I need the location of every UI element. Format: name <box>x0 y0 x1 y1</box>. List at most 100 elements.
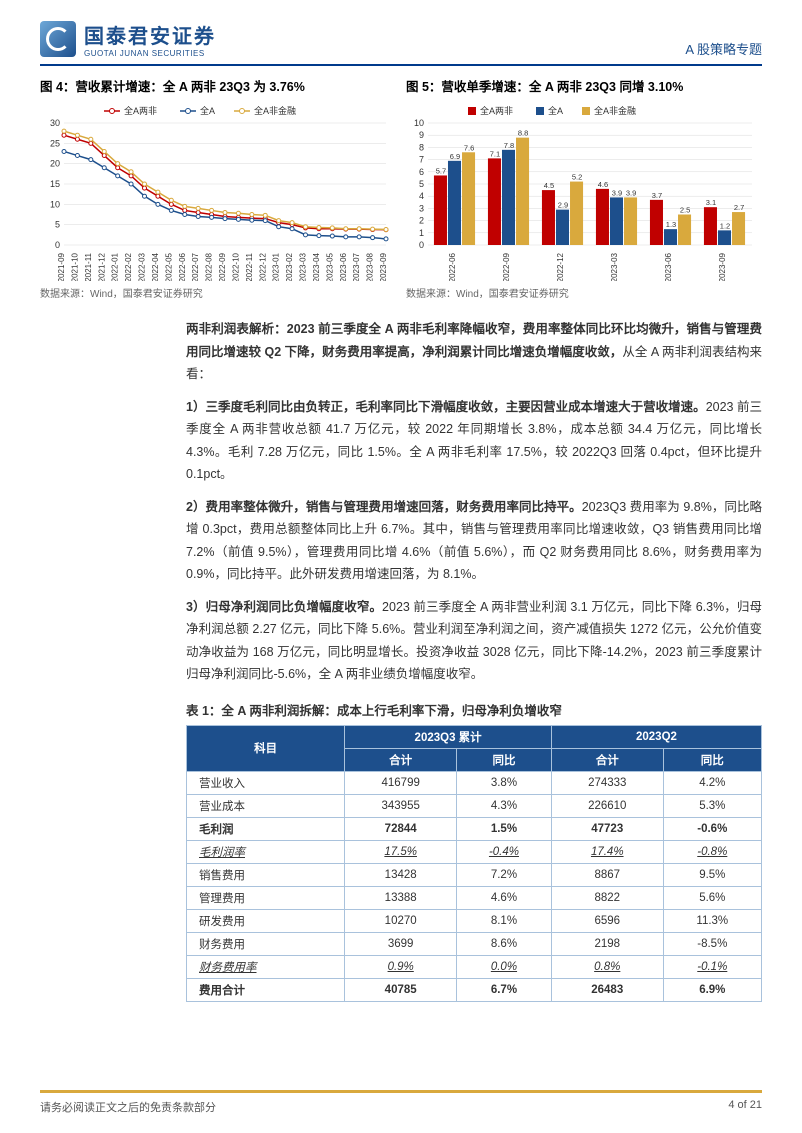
p2-bold: 1）三季度毛利同比由负转正，毛利率同比下滑幅度收敛，主要因营业成本增速大于营收增… <box>186 400 706 414</box>
table-row: 营业收入4167993.8%2743334.2% <box>187 771 762 794</box>
table-row: 财务费用率0.9%0.0%0.8%-0.1% <box>187 955 762 978</box>
table-title: 表 1：全 A 两非利润拆解：成本上行毛利率下滑，归母净利负增收窄 <box>186 700 762 719</box>
svg-text:全A: 全A <box>200 105 215 116</box>
table-cell: 26483 <box>551 978 663 1001</box>
svg-text:2022-09: 2022-09 <box>502 252 511 281</box>
svg-text:6.9: 6.9 <box>450 152 460 161</box>
table-cell: 11.3% <box>663 909 761 932</box>
table-cell: 4.2% <box>663 771 761 794</box>
svg-text:2023-01: 2023-01 <box>272 252 281 281</box>
svg-text:3: 3 <box>419 203 424 213</box>
logo-cn: 国泰君安证券 <box>84 20 216 49</box>
svg-text:4.6: 4.6 <box>598 180 608 189</box>
svg-text:2022-12: 2022-12 <box>556 252 565 281</box>
svg-text:3.1: 3.1 <box>706 198 716 207</box>
table-row: 管理费用133884.6%88225.6% <box>187 886 762 909</box>
table-cell: 7.2% <box>457 863 552 886</box>
table-cell: 毛利润率 <box>187 840 345 863</box>
svg-text:2023-02: 2023-02 <box>285 252 294 281</box>
svg-text:2.9: 2.9 <box>558 201 568 210</box>
table-cell: 管理费用 <box>187 886 345 909</box>
table-head: 科目 2023Q3 累计 2023Q2 合计 同比 合计 同比 <box>187 725 762 771</box>
chart4-canvas: 0510152025302021-092021-102021-112021-12… <box>40 101 396 281</box>
svg-text:全A两非: 全A两非 <box>124 105 157 116</box>
table-cell: 6.7% <box>457 978 552 1001</box>
svg-text:2023-03: 2023-03 <box>610 252 619 281</box>
svg-text:2022-06: 2022-06 <box>178 252 187 281</box>
logo-icon <box>40 21 76 57</box>
footer-left: 请务必阅读正文之后的免责条款部分 <box>40 1099 216 1115</box>
th-subject: 科目 <box>187 725 345 771</box>
svg-text:1.2: 1.2 <box>720 221 730 230</box>
footer-right: 4 of 21 <box>728 1099 762 1115</box>
svg-text:10: 10 <box>414 118 424 128</box>
table-cell: 8.1% <box>457 909 552 932</box>
header-right: A 股策略专题 <box>685 39 762 58</box>
table-cell: 0.0% <box>457 955 552 978</box>
table-cell: 343955 <box>345 794 457 817</box>
svg-text:2022-08: 2022-08 <box>205 252 214 281</box>
table-cell: 4.3% <box>457 794 552 817</box>
table-cell: 9.5% <box>663 863 761 886</box>
table-cell: 8822 <box>551 886 663 909</box>
svg-text:2022-11: 2022-11 <box>245 252 254 281</box>
table-cell: 47723 <box>551 817 663 840</box>
table-row: 销售费用134287.2%88679.5% <box>187 863 762 886</box>
svg-text:0: 0 <box>55 240 60 250</box>
svg-text:2023-07: 2023-07 <box>352 252 361 281</box>
para-1: 两非利润表解析：2023 前三季度全 A 两非毛利率降幅收窄，费用率整体同比环比… <box>186 318 762 386</box>
chart4-block: 图 4：营收累计增速：全 A 两非 23Q3 为 3.76% 051015202… <box>40 76 396 300</box>
svg-text:1: 1 <box>419 228 424 238</box>
para-2: 1）三季度毛利同比由负转正，毛利率同比下滑幅度收敛，主要因营业成本增速大于营收增… <box>186 396 762 486</box>
body-text: 两非利润表解析：2023 前三季度全 A 两非毛利率降幅收窄，费用率整体同比环比… <box>186 318 762 686</box>
svg-text:2023-06: 2023-06 <box>339 252 348 281</box>
table-cell: 2198 <box>551 932 663 955</box>
svg-text:30: 30 <box>50 118 60 128</box>
chart4-source: 数据来源：Wind，国泰君安证券研究 <box>40 285 396 300</box>
svg-text:3.9: 3.9 <box>626 188 636 197</box>
svg-text:2022-01: 2022-01 <box>111 252 120 281</box>
svg-text:2.7: 2.7 <box>734 203 744 212</box>
svg-text:25: 25 <box>50 138 60 148</box>
svg-text:8.8: 8.8 <box>518 129 528 138</box>
logo-en: GUOTAI JUNAN SECURITIES <box>84 49 216 58</box>
svg-text:2023-09: 2023-09 <box>379 252 388 281</box>
svg-text:7.6: 7.6 <box>464 143 474 152</box>
table-cell: 1.5% <box>457 817 552 840</box>
svg-text:3.7: 3.7 <box>652 191 662 200</box>
table-cell: 13388 <box>345 886 457 909</box>
svg-text:2: 2 <box>419 216 424 226</box>
table-row: 费用合计407856.7%264836.9% <box>187 978 762 1001</box>
table-cell: -0.6% <box>663 817 761 840</box>
th-q2-yoy: 同比 <box>663 748 761 771</box>
svg-text:2022-02: 2022-02 <box>124 252 133 281</box>
page-header: 国泰君安证券 GUOTAI JUNAN SECURITIES A 股策略专题 <box>40 20 762 66</box>
table-cell: 5.6% <box>663 886 761 909</box>
svg-text:2022-10: 2022-10 <box>231 252 240 281</box>
th-q2: 2023Q2 <box>551 725 761 748</box>
table-cell: 8867 <box>551 863 663 886</box>
svg-text:2021-12: 2021-12 <box>97 252 106 281</box>
svg-text:2022-12: 2022-12 <box>258 252 267 281</box>
table-cell: 8.6% <box>457 932 552 955</box>
table-cell: -8.5% <box>663 932 761 955</box>
table-row: 毛利润728441.5%47723-0.6% <box>187 817 762 840</box>
svg-text:8: 8 <box>419 142 424 152</box>
table-cell: 10270 <box>345 909 457 932</box>
table-cell: 营业收入 <box>187 771 345 794</box>
svg-text:2023-04: 2023-04 <box>312 252 321 281</box>
table-cell: 416799 <box>345 771 457 794</box>
table-cell: 销售费用 <box>187 863 345 886</box>
svg-text:全A非金融: 全A非金融 <box>594 105 636 116</box>
chart5-source: 数据来源：Wind，国泰君安证券研究 <box>406 285 762 300</box>
th-q3-yoy: 同比 <box>457 748 552 771</box>
svg-text:2022-07: 2022-07 <box>191 252 200 281</box>
p4-bold: 3）归母净利润同比负增幅度收窄。 <box>186 600 382 614</box>
charts-row: 图 4：营收累计增速：全 A 两非 23Q3 为 3.76% 051015202… <box>40 76 762 300</box>
svg-text:2.5: 2.5 <box>680 206 690 215</box>
table-cell: 0.8% <box>551 955 663 978</box>
table-cell: 0.9% <box>345 955 457 978</box>
svg-text:2022-06: 2022-06 <box>448 252 457 281</box>
table-cell: 3699 <box>345 932 457 955</box>
table-cell: 费用合计 <box>187 978 345 1001</box>
